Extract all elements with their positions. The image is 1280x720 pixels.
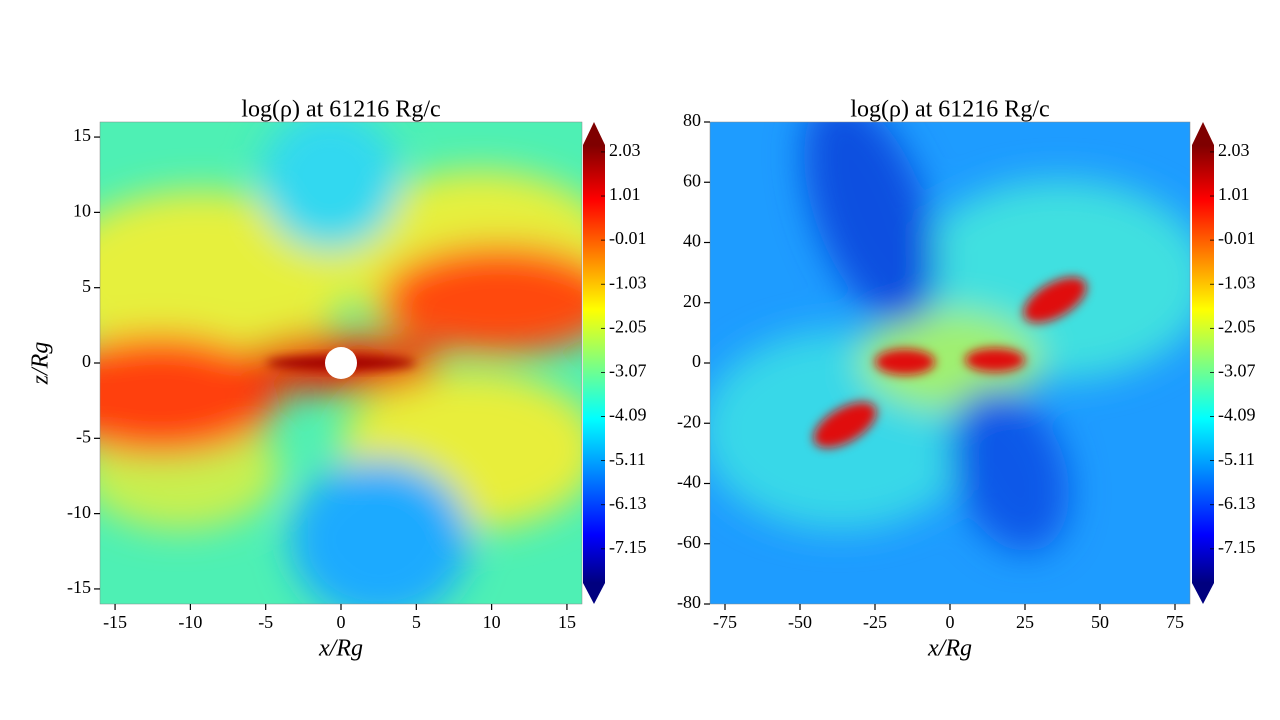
colorbar-tick-label: -6.13 [609,493,647,513]
colorbar-tick-label: -1.03 [1218,272,1256,292]
x-tick-label: 0 [337,612,346,632]
chart-title: log(ρ) at 61216 Rg/c [241,97,440,123]
colorbar-tick-label: 1.01 [609,184,641,204]
colorbar-tick-label: -5.11 [609,449,646,469]
colorbar-tick-label: -4.09 [1218,405,1256,425]
x-tick-label: 0 [946,612,955,632]
colorbar-extend [1192,122,1214,145]
colorbar-tick-label: -0.01 [609,228,647,248]
x-tick-label: 15 [558,612,576,632]
y-tick-label: 40 [683,231,701,251]
colorbar-tick-label: -2.05 [1218,316,1256,336]
y-tick-label: 0 [82,351,91,371]
colorbar-tick-label: -6.13 [1218,493,1256,513]
density-field [710,122,1190,604]
colorbar-extend [583,583,605,604]
x-tick-label: 25 [1016,612,1034,632]
colorbar-tick-label: -7.15 [609,537,647,557]
chart-title: log(ρ) at 61216 Rg/c [850,97,1049,123]
colorbar-tick-label: 2.03 [1218,140,1250,160]
y-tick-label: 5 [82,276,91,296]
y-tick-label: -80 [677,592,701,612]
colorbar-tick-label: -2.05 [609,316,647,336]
colorbar-tick-label: -0.01 [1218,228,1256,248]
y-tick-label: -60 [677,532,701,552]
x-tick-label: -50 [788,612,812,632]
x-tick-label: 75 [1166,612,1184,632]
x-tick-label: 50 [1091,612,1109,632]
y-tick-label: -5 [76,426,91,446]
x-axis-label: x/Rg [927,636,972,662]
density-field [100,122,582,604]
x-axis-label: x/Rg [318,636,363,662]
x-tick-label: -15 [103,612,127,632]
colorbar-extend [1192,583,1214,604]
x-tick-label: -5 [258,612,273,632]
y-tick-label: 60 [683,170,701,190]
y-tick-label: 80 [683,110,701,130]
colorbar [1192,145,1214,583]
y-tick-label: 15 [73,125,91,145]
y-tick-label: 0 [692,351,701,371]
colorbar-tick-label: -1.03 [609,272,647,292]
colorbar-tick-label: 1.01 [1218,184,1250,204]
y-tick-label: -40 [677,472,701,492]
x-tick-label: -25 [863,612,887,632]
colorbar-tick-label: -7.15 [1218,537,1256,557]
y-tick-label: 20 [683,291,701,311]
x-tick-label: 10 [483,612,501,632]
y-tick-label: -20 [677,411,701,431]
colorbar-tick-label: -5.11 [1218,449,1255,469]
x-tick-label: -75 [713,612,737,632]
y-tick-label: -15 [67,577,91,597]
x-tick-label: -10 [178,612,202,632]
colorbar-tick-label: 2.03 [609,140,641,160]
colorbar [583,145,605,583]
y-tick-label: 10 [73,201,91,221]
colorbar-tick-label: -3.07 [609,361,647,381]
colorbar-extend [583,122,605,145]
y-axis-label: z/Rg [28,342,54,386]
y-tick-label: -10 [67,502,91,522]
colorbar-tick-label: -4.09 [609,405,647,425]
colorbar-tick-label: -3.07 [1218,361,1256,381]
x-tick-label: 5 [412,612,421,632]
